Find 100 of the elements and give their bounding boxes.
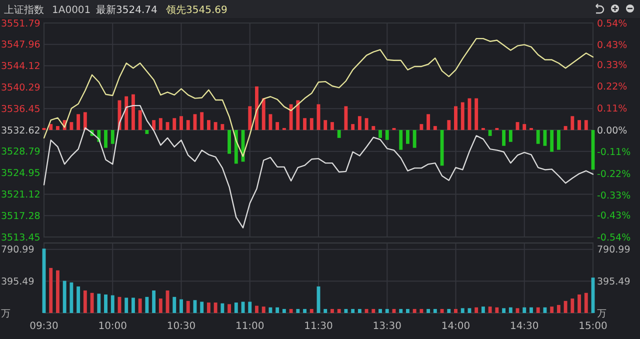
bar — [399, 308, 403, 313]
bar — [378, 130, 382, 138]
y-tick-label: 3540.29 — [1, 82, 40, 94]
bar — [550, 306, 554, 313]
bar — [180, 116, 183, 130]
bar — [152, 120, 156, 130]
bar — [289, 104, 293, 130]
y-tick-label: 万 — [1, 308, 11, 320]
y2-tick-label: 0.33% — [597, 60, 628, 71]
bar — [145, 296, 149, 313]
bar — [584, 292, 588, 313]
x-tick-label: 11:30 — [304, 321, 333, 332]
y2-tick-label: -0.43% — [597, 210, 631, 222]
y2-tick-label: 395.49 — [597, 276, 630, 288]
y-tick-label: 3547.96 — [1, 40, 40, 51]
bar — [502, 130, 506, 146]
bar — [310, 308, 314, 313]
bar — [262, 98, 266, 130]
bar — [351, 124, 355, 130]
bar — [276, 307, 280, 313]
bar — [481, 306, 485, 313]
y2-tick-label: 0.11% — [597, 104, 628, 115]
bar — [276, 122, 280, 130]
bar — [420, 308, 424, 313]
bar — [49, 124, 53, 130]
bar — [214, 302, 218, 313]
bar — [536, 307, 540, 313]
bar — [372, 308, 376, 313]
bar — [124, 298, 128, 313]
y-tick-label: 3513.45 — [1, 232, 40, 244]
bar — [460, 102, 464, 130]
bar — [200, 302, 204, 313]
y-tick-label: 3536.45 — [1, 104, 40, 115]
bar — [104, 294, 108, 313]
y2-tick-label: 万 — [597, 308, 607, 320]
bar — [62, 280, 66, 313]
bar — [303, 118, 306, 130]
bar — [447, 308, 451, 313]
bar — [337, 308, 341, 313]
bar — [200, 112, 204, 130]
x-tick-label: 09:30 — [30, 321, 58, 332]
y2-tick-label: -0.22% — [597, 168, 631, 180]
bar — [131, 298, 135, 313]
y-tick-label: 395.49 — [1, 276, 34, 288]
bar — [76, 114, 80, 130]
bar — [158, 298, 162, 313]
bar — [412, 308, 416, 313]
bar — [289, 308, 293, 313]
bar — [344, 308, 348, 313]
bar — [406, 130, 410, 144]
bar — [516, 308, 520, 313]
bar — [255, 306, 258, 313]
bar — [468, 308, 472, 313]
line-series — [43, 38, 594, 157]
bar — [330, 308, 334, 313]
bar — [584, 120, 588, 130]
bar — [56, 126, 60, 130]
bar — [255, 86, 258, 130]
bar — [474, 98, 478, 130]
text: 领先3545.69 — [166, 4, 228, 16]
bar — [228, 130, 232, 154]
bar — [522, 307, 526, 313]
bar — [76, 286, 80, 313]
x-tick-label: 10:30 — [166, 321, 196, 332]
bar — [488, 306, 492, 313]
bar — [578, 120, 581, 130]
y-tick-label: 3532.62 — [1, 125, 40, 136]
bar — [104, 130, 108, 148]
chart-title: 上证指数 — [4, 4, 44, 16]
bar — [152, 290, 156, 313]
x-tick-label: 13:30 — [372, 321, 402, 332]
bar — [543, 307, 547, 313]
y2-tick-label: 0.00% — [597, 125, 628, 136]
y2-tick-label: 790.99 — [597, 244, 630, 256]
bar — [172, 118, 176, 130]
bar — [406, 308, 410, 313]
bar — [214, 122, 218, 130]
bar — [433, 308, 437, 313]
y-tick-label: 3517.28 — [1, 210, 40, 222]
bar — [556, 304, 560, 313]
bar — [447, 120, 451, 130]
bar — [433, 126, 437, 130]
bar — [131, 94, 135, 130]
bar — [220, 303, 224, 313]
bar — [385, 308, 389, 313]
bar — [330, 122, 334, 130]
bar — [454, 106, 458, 130]
bar — [83, 290, 87, 313]
bar — [110, 130, 114, 144]
bar — [186, 300, 190, 313]
bar — [282, 308, 286, 313]
bar — [399, 130, 403, 150]
bar — [344, 106, 348, 130]
y-tick-label: 790.99 — [1, 244, 34, 256]
bar — [138, 298, 142, 313]
bar — [110, 295, 114, 313]
bar — [412, 130, 416, 148]
bar — [488, 130, 492, 136]
bar — [180, 299, 183, 313]
bar — [522, 124, 526, 130]
